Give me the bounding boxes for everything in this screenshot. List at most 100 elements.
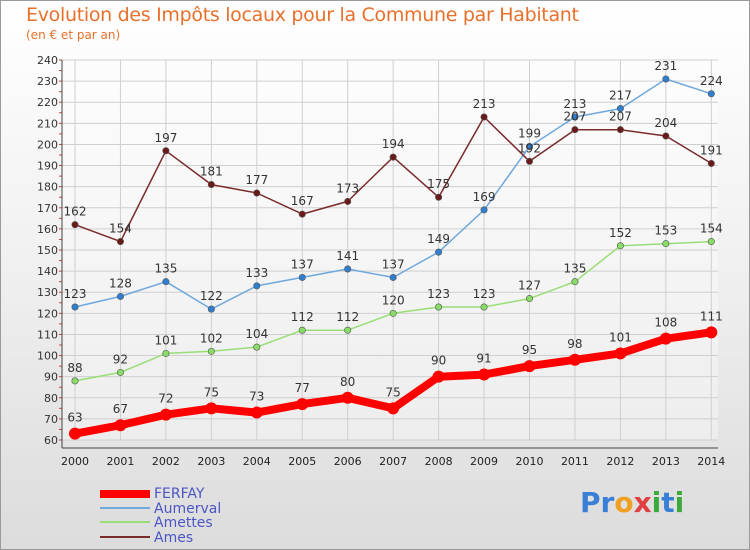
data-label-amettes: 152: [609, 226, 632, 240]
data-point-amettes: [662, 240, 670, 248]
data-point-amettes: [435, 303, 443, 311]
data-point-aumerval: [662, 75, 670, 83]
data-point-ames: [435, 193, 443, 201]
data-label-aumerval: 199: [518, 127, 541, 141]
data-point-ferfay: [705, 326, 718, 339]
data-label-aumerval: 137: [291, 257, 314, 271]
data-point-ferfay: [659, 332, 672, 345]
data-label-amettes: 123: [427, 287, 450, 301]
data-label-ferfay: 77: [295, 381, 310, 395]
data-point-aumerval: [389, 273, 397, 281]
x-tick-label: 2004: [243, 455, 271, 468]
data-point-ferfay: [614, 347, 627, 360]
data-point-amettes: [207, 347, 215, 355]
data-label-aumerval: 217: [609, 89, 632, 103]
data-point-ferfay: [341, 391, 354, 404]
data-point-amettes: [253, 343, 261, 351]
data-point-ferfay: [478, 368, 491, 381]
y-tick-label: 130: [37, 286, 58, 299]
data-label-amettes: 102: [200, 331, 223, 345]
data-point-ames: [116, 238, 124, 246]
legend-swatch-ames: [100, 536, 150, 538]
data-point-amettes: [525, 295, 533, 303]
x-tick-label: 2007: [379, 455, 407, 468]
data-label-ferfay: 108: [654, 316, 677, 330]
data-point-amettes: [707, 238, 715, 246]
data-point-ferfay: [114, 419, 127, 432]
data-label-amettes: 127: [518, 279, 541, 293]
data-label-aumerval: 149: [427, 232, 450, 246]
data-label-ames: 167: [291, 194, 314, 208]
data-point-ames: [298, 210, 306, 218]
y-tick-label: 100: [37, 350, 58, 363]
data-label-amettes: 104: [245, 327, 268, 341]
data-label-aumerval: 133: [245, 266, 268, 280]
data-label-ferfay: 95: [522, 343, 537, 357]
data-label-ames: 213: [473, 97, 496, 111]
legend-label-ferfay: FERFAY: [154, 486, 205, 502]
data-point-ferfay: [432, 370, 445, 383]
data-label-aumerval: 213: [563, 97, 586, 111]
data-label-ferfay: 98: [567, 337, 582, 351]
x-tick-label: 2009: [470, 455, 498, 468]
x-tick-label: 2001: [106, 455, 134, 468]
y-tick-label: 70: [44, 413, 58, 426]
logo-letter: i: [674, 486, 685, 519]
data-label-ames: 175: [427, 177, 450, 191]
y-tick-label: 240: [37, 54, 58, 67]
data-label-ames: 162: [64, 205, 87, 219]
data-point-ames: [389, 153, 397, 161]
data-label-ames: 181: [200, 165, 223, 179]
data-point-amettes: [298, 326, 306, 334]
data-label-ames: 191: [700, 143, 723, 157]
x-tick-label: 2013: [652, 455, 680, 468]
data-point-ferfay: [250, 406, 263, 419]
data-point-ferfay: [568, 353, 581, 366]
data-point-ferfay: [296, 398, 309, 411]
chart-title: Evolution des Impôts locaux pour la Comm…: [26, 4, 579, 26]
data-point-aumerval: [480, 206, 488, 214]
data-label-ferfay: 80: [340, 375, 355, 389]
data-label-amettes: 153: [654, 224, 677, 238]
y-tick-label: 200: [37, 138, 58, 151]
data-label-ferfay: 75: [204, 385, 219, 399]
data-point-ames: [707, 159, 715, 167]
y-tick-label: 150: [37, 244, 58, 257]
data-point-amettes: [616, 242, 624, 250]
data-point-ames: [662, 132, 670, 140]
y-tick-label: 160: [37, 223, 58, 236]
data-point-aumerval: [253, 282, 261, 290]
data-point-amettes: [571, 278, 579, 286]
data-label-amettes: 120: [382, 293, 405, 307]
data-point-amettes: [389, 309, 397, 317]
data-label-aumerval: 224: [700, 74, 723, 88]
data-label-aumerval: 137: [382, 257, 405, 271]
data-point-ames: [344, 197, 352, 205]
data-label-amettes: 154: [700, 222, 723, 236]
x-tick-label: 2008: [425, 455, 453, 468]
x-tick-label: 2005: [288, 455, 316, 468]
data-label-aumerval: 135: [154, 262, 177, 276]
y-tick-label: 220: [37, 96, 58, 109]
legend-label-ames: Ames: [154, 530, 194, 546]
data-point-aumerval: [435, 248, 443, 256]
y-tick-label: 120: [37, 307, 58, 320]
data-point-ferfay: [205, 402, 218, 415]
x-tick-label: 2000: [61, 455, 89, 468]
data-point-aumerval: [116, 292, 124, 300]
data-label-ames: 194: [382, 137, 405, 151]
legend-swatch-aumerval: [100, 507, 150, 509]
legend-swatch-amettes: [100, 521, 150, 523]
data-label-ames: 173: [336, 181, 359, 195]
x-tick-label: 2003: [197, 455, 225, 468]
data-point-ames: [253, 189, 261, 197]
data-label-ames: 177: [245, 173, 268, 187]
proxiti-logo: Proxiti: [580, 486, 684, 519]
data-point-aumerval: [707, 90, 715, 98]
x-tick-label: 2012: [606, 455, 634, 468]
data-point-ferfay: [69, 427, 81, 440]
data-point-ferfay: [159, 408, 172, 421]
data-label-ames: 207: [609, 110, 632, 124]
data-point-aumerval: [616, 105, 624, 113]
